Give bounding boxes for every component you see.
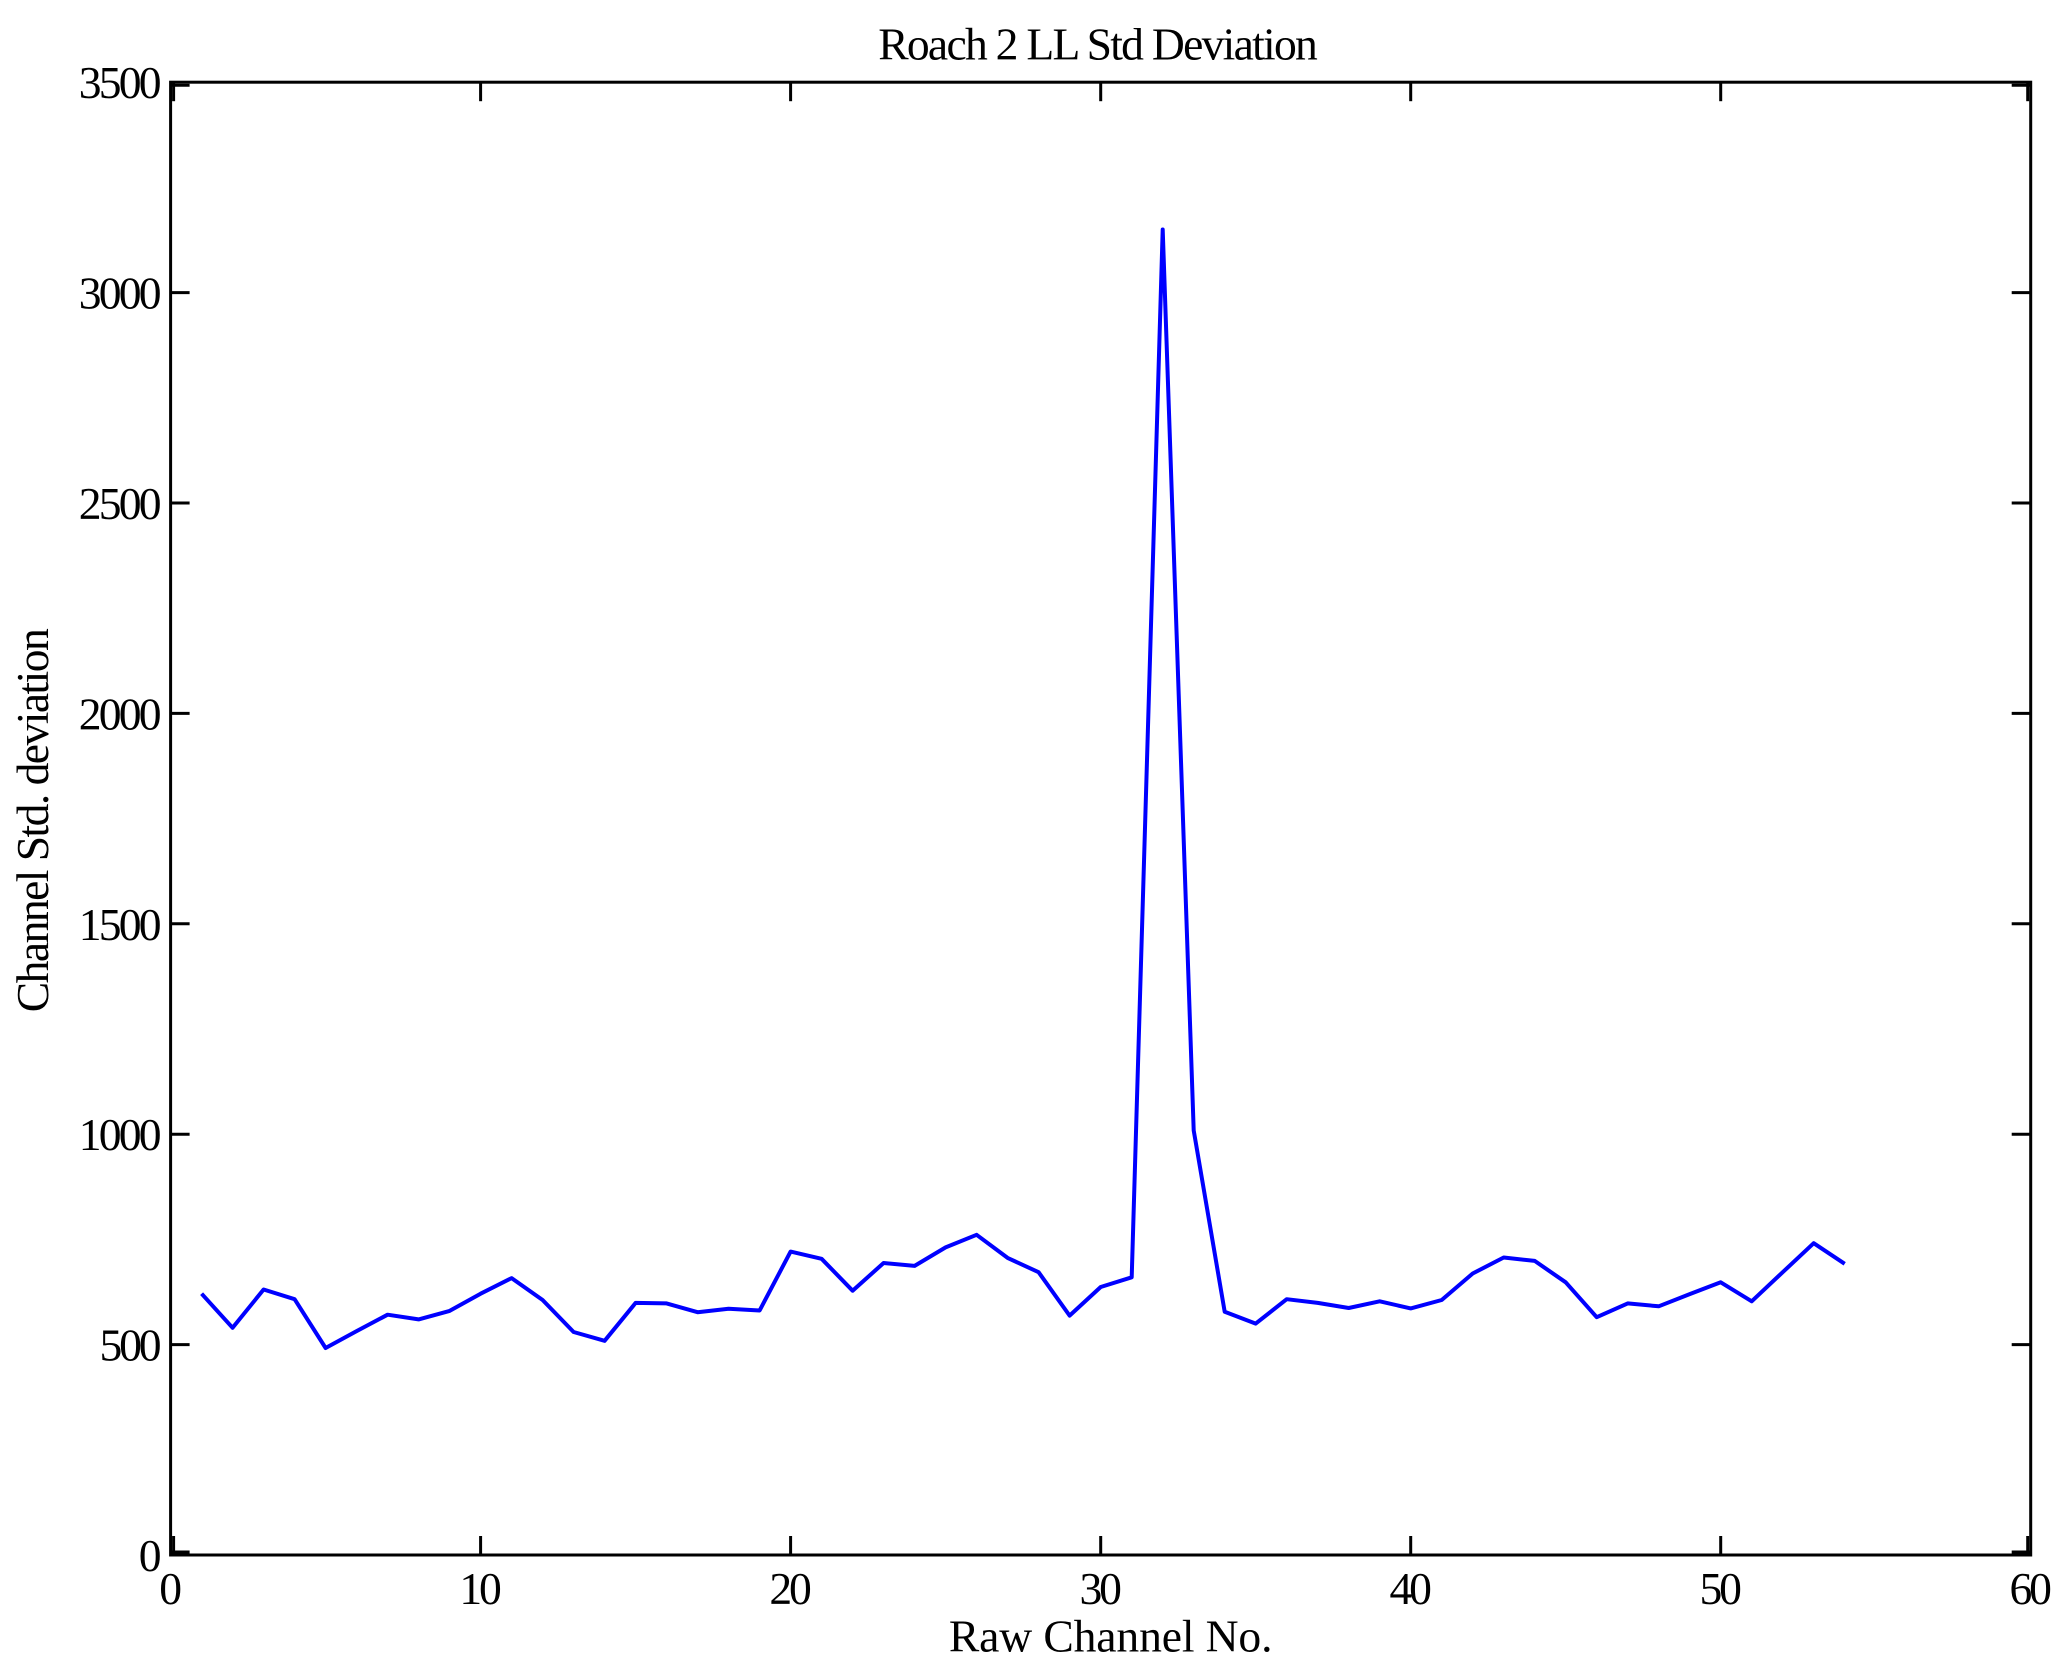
svg-text:2500: 2500 [79,478,162,529]
svg-text:1500: 1500 [79,899,162,950]
svg-text:60: 60 [2009,1563,2052,1614]
svg-text:2000: 2000 [79,688,162,739]
svg-text:3000: 3000 [79,268,162,319]
svg-text:0: 0 [139,1530,162,1581]
svg-text:3500: 3500 [79,57,162,108]
svg-text:1000: 1000 [79,1109,162,1160]
svg-text:40: 40 [1389,1563,1432,1614]
svg-text:0: 0 [159,1563,182,1614]
svg-text:50: 50 [1699,1563,1742,1614]
svg-text:Raw Channel No.: Raw Channel No. [949,1611,1273,1662]
svg-text:Channel Std. deviation: Channel Std. deviation [7,628,58,1012]
svg-text:30: 30 [1079,1563,1122,1614]
svg-text:10: 10 [459,1563,502,1614]
svg-text:500: 500 [100,1320,162,1371]
svg-text:Roach 2 LL Std Deviation: Roach 2 LL Std Deviation [878,19,1318,70]
svg-text:20: 20 [769,1563,812,1614]
